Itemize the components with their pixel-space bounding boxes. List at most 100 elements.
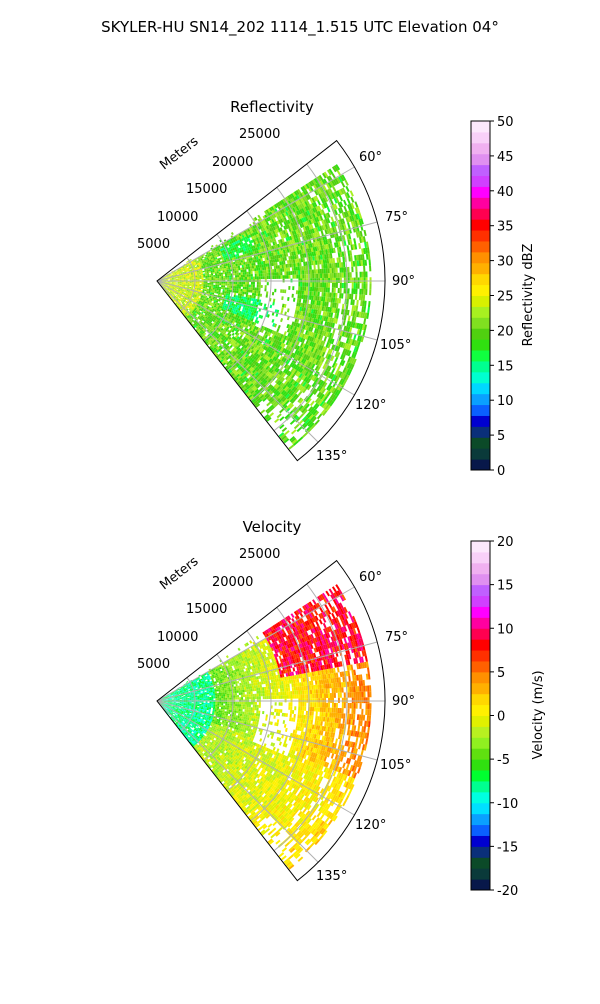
reflectivity-cell xyxy=(363,318,366,324)
reflectivity-cell xyxy=(227,290,229,292)
reflectivity-cell xyxy=(251,274,253,277)
reflectivity-cell xyxy=(280,268,282,272)
reflectivity-cell xyxy=(338,214,342,220)
reflectivity-cell xyxy=(320,287,322,292)
reflectivity-cell xyxy=(182,280,184,281)
reflectivity-cell xyxy=(245,277,247,280)
reflectivity-cell xyxy=(252,290,254,293)
reflectivity-cell xyxy=(217,287,219,289)
reflectivity-cell xyxy=(318,278,320,283)
reflectivity-cell xyxy=(369,265,371,271)
reflectivity-cell xyxy=(199,275,201,276)
reflectivity-cell xyxy=(207,286,209,288)
reflectivity-cell xyxy=(332,288,334,293)
reflectivity-colorbar-label: Reflectivity dBZ xyxy=(521,244,536,347)
colorbar-swatch xyxy=(471,317,490,328)
reflectivity-cell xyxy=(302,287,304,291)
reflectivity-cell xyxy=(218,267,220,269)
reflectivity-cell xyxy=(280,272,282,276)
reflectivity-cell xyxy=(209,287,211,289)
reflectivity-cell xyxy=(267,273,269,276)
reflectivity-cell xyxy=(218,290,220,292)
reflectivity-cell xyxy=(227,276,229,278)
reflectivity-cell xyxy=(241,272,243,275)
reflectivity-cell xyxy=(225,284,227,286)
reflectivity-cell xyxy=(324,278,326,283)
reflectivity-cell xyxy=(242,267,244,270)
reflectivity-cell xyxy=(341,267,343,272)
reflectivity-cell xyxy=(219,278,221,280)
reflectivity-cell xyxy=(368,301,371,307)
reflectivity-cell xyxy=(226,266,228,268)
reflectivity-cell xyxy=(302,283,304,287)
reflectivity-cell xyxy=(207,283,209,285)
reflectivity-cell xyxy=(235,286,237,288)
reflectivity-cell xyxy=(219,282,221,284)
reflectivity-cell xyxy=(332,186,336,192)
reflectivity-cell xyxy=(257,282,259,285)
reflectivity-cell xyxy=(352,278,354,283)
reflectivity-cell xyxy=(202,279,204,280)
reflectivity-cell xyxy=(244,289,246,292)
reflectivity-cell xyxy=(317,292,319,297)
reflectivity-cell xyxy=(190,278,192,279)
reflectivity-cell xyxy=(184,279,186,280)
reflectivity-cell xyxy=(347,245,350,251)
reflectivity-cell xyxy=(229,273,231,275)
reflectivity-cell xyxy=(286,264,288,268)
reflectivity-cell xyxy=(223,289,225,291)
colorbar-swatch xyxy=(471,306,490,317)
reflectivity-cell xyxy=(223,282,225,284)
reflectivity-cell xyxy=(260,294,262,297)
reflectivity-cell xyxy=(288,444,294,449)
reflectivity-cell xyxy=(244,267,246,270)
reflectivity-cell xyxy=(203,285,205,287)
reflectivity-cell xyxy=(258,271,260,274)
colorbar-swatch xyxy=(471,208,490,219)
reflectivity-cell xyxy=(356,283,358,289)
reflectivity-cell xyxy=(244,292,246,295)
reflectivity-cell xyxy=(247,287,249,290)
reflectivity-cell xyxy=(342,273,344,278)
reflectivity-cell xyxy=(298,391,303,396)
reflectivity-cell xyxy=(365,271,367,277)
reflectivity-cell xyxy=(361,272,363,278)
reflectivity-cell xyxy=(297,294,299,298)
reflectivity-cell xyxy=(325,292,327,297)
reflectivity-cell xyxy=(247,272,249,275)
reflectivity-cell xyxy=(306,287,308,291)
reflectivity-cell xyxy=(203,284,205,285)
reflectivity-cell xyxy=(351,288,353,294)
reflectivity-cell xyxy=(343,200,347,206)
reflectivity-cell xyxy=(326,278,328,283)
range-label-20000: 20000 xyxy=(212,155,253,170)
reflectivity-cell xyxy=(198,283,200,284)
reflectivity-cell xyxy=(192,282,194,283)
reflectivity-cell xyxy=(251,287,253,290)
reflectivity-cell xyxy=(234,268,236,270)
reflectivity-cell xyxy=(299,413,304,418)
reflectivity-cell xyxy=(221,285,223,287)
reflectivity-cell xyxy=(249,285,251,288)
reflectivity-cell xyxy=(329,292,331,297)
reflectivity-cell xyxy=(215,272,217,274)
colorbar-swatch xyxy=(471,394,490,405)
reflectivity-cell xyxy=(334,268,336,273)
reflectivity-cell xyxy=(256,265,258,268)
reflectivity-cell xyxy=(262,267,264,270)
reflectivity-cell xyxy=(215,282,217,284)
reflectivity-cell xyxy=(326,287,328,292)
reflectivity-cell xyxy=(353,238,356,244)
reflectivity-cell xyxy=(259,276,261,279)
reflectivity-cell xyxy=(237,286,239,288)
reflectivity-cell xyxy=(304,270,306,274)
reflectivity-cell xyxy=(241,289,243,292)
colorbar-swatch xyxy=(471,415,490,426)
reflectivity-cell xyxy=(356,300,359,306)
reflectivity-cell xyxy=(224,268,226,270)
reflectivity-cell xyxy=(286,268,288,272)
reflectivity-cell xyxy=(344,278,346,283)
reflectivity-cell xyxy=(279,275,281,278)
reflectivity-cell xyxy=(300,283,302,287)
reflectivity-cell xyxy=(217,282,219,284)
